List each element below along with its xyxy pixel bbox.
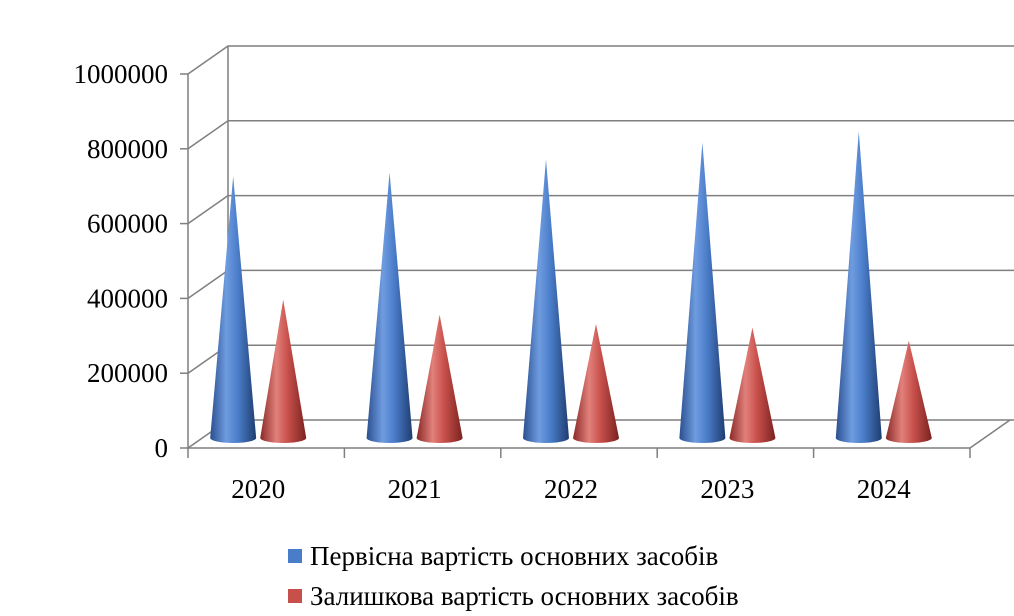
legend-swatch-series-1 bbox=[288, 549, 302, 563]
cone-series-1-2023 bbox=[679, 142, 726, 444]
gridline bbox=[187, 45, 1014, 75]
legend-item-series-2: Залишкова вартість основних засобів bbox=[288, 576, 1008, 616]
cone-series-1-2021 bbox=[366, 172, 413, 443]
floor-edge bbox=[969, 419, 1011, 449]
cone-series-2-2021 bbox=[416, 314, 463, 443]
cone-series-1-2022 bbox=[522, 159, 569, 443]
x-tick-label: 2020 bbox=[231, 474, 285, 504]
x-tick-label: 2024 bbox=[857, 474, 912, 504]
chart-marks bbox=[210, 131, 932, 444]
y-tick-label: 200000 bbox=[87, 358, 168, 388]
legend-item-series-1: Первісна вартість основних засобів bbox=[288, 536, 1008, 576]
cone-series-1-2020 bbox=[210, 176, 257, 443]
cone-series-2-2023 bbox=[729, 327, 776, 443]
cone-series-1-2024 bbox=[835, 131, 882, 443]
x-axis: 2020 2021 2022 2023 2024 bbox=[187, 419, 1011, 504]
gridline bbox=[187, 269, 1014, 300]
gridline bbox=[187, 120, 1014, 150]
legend: Первісна вартість основних засобів Залиш… bbox=[288, 536, 1008, 616]
legend-swatch-series-2 bbox=[288, 589, 302, 603]
x-tick-label: 2022 bbox=[544, 474, 598, 504]
legend-label-series-1: Первісна вартість основних засобів bbox=[310, 540, 719, 571]
y-tick-label: 800000 bbox=[87, 134, 168, 164]
cone-series-2-2022 bbox=[573, 323, 620, 443]
cone-series-2-2024 bbox=[885, 340, 932, 443]
x-tick-label: 2023 bbox=[700, 474, 754, 504]
y-tick-label: 0 bbox=[155, 433, 169, 463]
legend-label-series-2: Залишкова вартість основних засобів bbox=[310, 580, 739, 611]
x-tick-label: 2021 bbox=[388, 474, 442, 504]
y-tick-label: 600000 bbox=[87, 209, 168, 239]
y-tick-label: 400000 bbox=[87, 283, 168, 313]
y-axis: 0 200000 400000 600000 800000 1000000 bbox=[74, 59, 188, 463]
cone-series-2-2020 bbox=[260, 299, 307, 443]
y-tick-label: 1000000 bbox=[74, 59, 169, 89]
gridline bbox=[187, 194, 1014, 225]
